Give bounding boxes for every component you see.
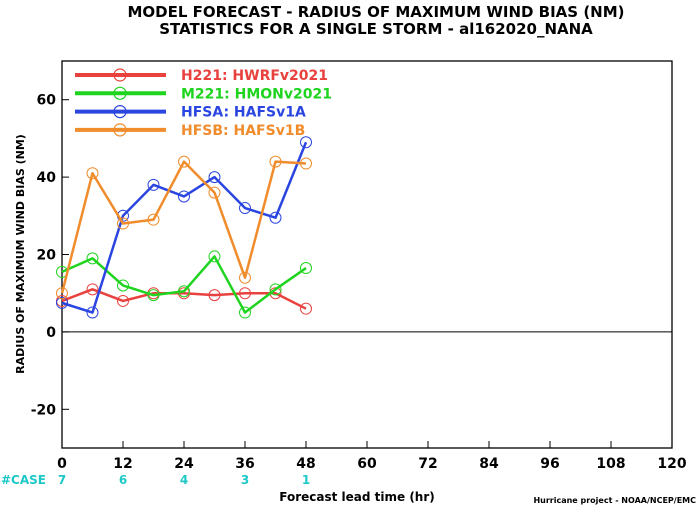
series-3 bbox=[56, 155, 312, 300]
data-point bbox=[208, 250, 221, 263]
x-tick-label: 48 bbox=[296, 456, 315, 472]
data-point bbox=[56, 296, 68, 309]
x-tick-label: 0 bbox=[57, 456, 67, 472]
data-point bbox=[269, 283, 282, 296]
case-count-value: 3 bbox=[241, 473, 249, 487]
case-count-value: 4 bbox=[180, 473, 188, 487]
legend-swatch-marker bbox=[113, 123, 127, 137]
series-0 bbox=[56, 283, 312, 315]
data-point bbox=[86, 283, 99, 296]
series-line bbox=[61, 141, 308, 314]
data-point bbox=[117, 217, 129, 230]
legend-entry: HFSA: HAFSv1A bbox=[75, 105, 306, 121]
series-line bbox=[61, 255, 307, 314]
x-tick-label: 120 bbox=[657, 456, 686, 472]
data-point bbox=[86, 252, 99, 265]
legend-entry: M221: HMONv2021 bbox=[75, 86, 332, 102]
data-point bbox=[178, 190, 190, 203]
data-point bbox=[239, 271, 251, 284]
y-tick-label: 20 bbox=[37, 248, 57, 264]
data-point bbox=[208, 289, 221, 302]
data-point bbox=[208, 171, 221, 184]
data-point bbox=[86, 167, 99, 180]
data-point bbox=[300, 262, 312, 275]
data-point bbox=[239, 287, 251, 300]
data-point bbox=[178, 285, 190, 298]
series-line bbox=[61, 288, 307, 310]
legend-label: H221: HWRFv2021 bbox=[181, 68, 328, 84]
x-tick-label: 60 bbox=[357, 456, 377, 472]
x-tick-label: 72 bbox=[418, 456, 437, 472]
legend-swatch-marker bbox=[113, 86, 127, 100]
chart-title: MODEL FORECAST - RADIUS OF MAXIMUM WIND … bbox=[127, 3, 624, 21]
data-point bbox=[147, 213, 160, 226]
data-point bbox=[239, 202, 251, 215]
data-point bbox=[300, 157, 312, 170]
plot-frame bbox=[61, 60, 673, 449]
case-count-label: #CASE bbox=[1, 473, 46, 487]
credit-text: Hurricane project - NOAA/NCEP/EMC bbox=[533, 496, 696, 505]
chart-subtitle: STATISTICS FOR A SINGLE STORM - al162020… bbox=[159, 20, 593, 38]
case-count-value: 1 bbox=[302, 473, 310, 487]
y-tick-label: 40 bbox=[37, 170, 57, 186]
series-1 bbox=[56, 250, 312, 319]
data-point bbox=[178, 155, 190, 168]
x-tick-label: 12 bbox=[113, 456, 132, 472]
legend-swatch-marker bbox=[113, 68, 127, 82]
data-point bbox=[239, 306, 251, 319]
data-point bbox=[269, 211, 282, 224]
data-point bbox=[269, 155, 282, 168]
data-point bbox=[300, 302, 312, 315]
data-point bbox=[56, 287, 68, 300]
y-tick-label: 60 bbox=[37, 93, 57, 109]
data-point bbox=[147, 178, 160, 191]
data-point bbox=[117, 294, 129, 307]
x-tick-label: 96 bbox=[540, 456, 559, 472]
case-count-value: 6 bbox=[119, 473, 127, 487]
legend-entry: H221: HWRFv2021 bbox=[75, 68, 328, 84]
x-tick-label: 36 bbox=[235, 456, 254, 472]
y-axis-label: RADIUS OF MAXIMUM WIND BIAS (NM) bbox=[14, 134, 27, 374]
legend-label: HFSB: HAFSv1B bbox=[181, 123, 305, 139]
data-point bbox=[208, 186, 221, 199]
legend-entry: HFSB: HAFSv1B bbox=[75, 123, 305, 139]
y-tick-label: 0 bbox=[46, 325, 56, 341]
data-point bbox=[117, 279, 129, 292]
data-point bbox=[300, 136, 312, 149]
series-line bbox=[60, 160, 307, 294]
legend-label: HFSA: HAFSv1A bbox=[181, 105, 306, 121]
legend-swatch-marker bbox=[113, 104, 127, 119]
case-count-value: 7 bbox=[58, 473, 66, 487]
data-point bbox=[147, 289, 160, 302]
data-point bbox=[86, 306, 99, 319]
x-axis-label: Forecast lead time (hr) bbox=[279, 490, 435, 504]
x-tick-label: 84 bbox=[479, 456, 499, 472]
legend-label: M221: HMONv2021 bbox=[181, 86, 332, 102]
y-tick-label: -20 bbox=[31, 402, 57, 418]
x-tick-label: 108 bbox=[596, 456, 625, 472]
x-tick-label: 24 bbox=[174, 456, 194, 472]
